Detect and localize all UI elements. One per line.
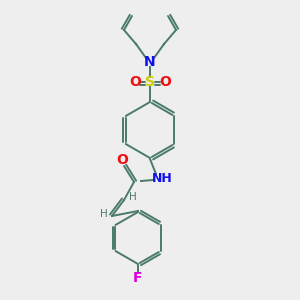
Text: F: F <box>133 271 143 285</box>
Text: O: O <box>129 75 141 89</box>
Text: NH: NH <box>152 172 172 184</box>
Text: O: O <box>159 75 171 89</box>
Text: N: N <box>144 55 156 69</box>
Text: S: S <box>145 75 155 89</box>
Text: H: H <box>100 209 108 219</box>
Text: H: H <box>129 192 137 202</box>
Text: O: O <box>116 153 128 167</box>
